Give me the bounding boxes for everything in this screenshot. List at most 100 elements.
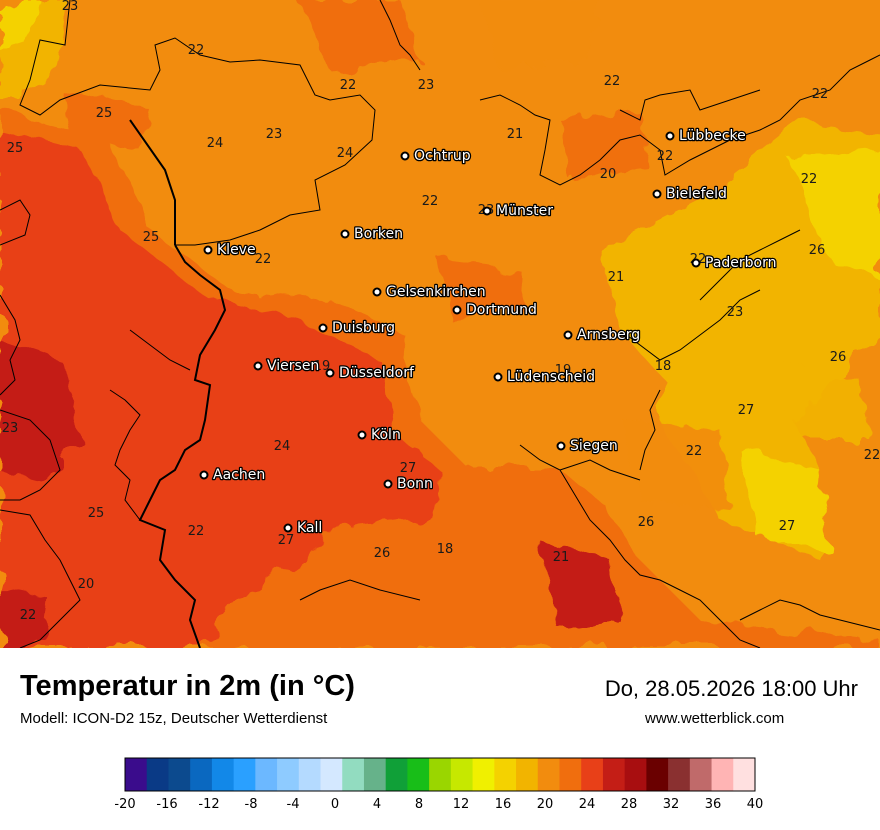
city-name: Ochtrup [414,148,471,164]
temperature-value: 25 [96,106,113,121]
city-marker: Bielefeld [652,185,728,203]
temperature-value: 21 [553,550,570,565]
color-legend-tick-label: -20 [114,797,135,812]
city-dot [482,206,492,216]
city-marker: Dortmund [452,301,538,319]
city-dot [318,323,328,333]
city-marker: Gelsenkirchen [372,283,487,301]
color-swatch [516,758,539,791]
color-legend-tick-label: 40 [747,797,764,812]
color-legend-tick-label: 28 [621,797,638,812]
color-legend-tick-label: -8 [245,797,258,812]
forecast-datetime: Do, 28.05.2026 18:00 Uhr [604,676,858,701]
temperature-value: 20 [78,577,95,592]
city-name: Gelsenkirchen [386,284,486,300]
color-swatch [125,758,148,791]
temperature-value: 25 [143,230,160,245]
city-dot [325,368,335,378]
temperature-value: 22 [604,74,621,89]
temperature-value: 26 [809,243,826,258]
city-marker: Lüdenscheid [493,368,596,386]
city-marker: Paderborn [691,254,778,272]
color-legend-tick-label: -16 [156,797,177,812]
temperature-value: 18 [437,542,454,557]
temperature-value: 19 [555,363,572,378]
temperature-value: 19 [314,359,331,374]
city-name: Paderborn [705,255,776,271]
temperature-value: 24 [274,439,291,454]
city-name: Aachen [213,467,265,483]
city-dot [357,430,367,440]
color-legend-tick-label: 0 [331,797,339,812]
country-border [129,119,227,648]
temperature-value: 24 [337,146,354,161]
temperature-field [0,0,880,648]
temperature-value: 20 [600,167,617,182]
color-legend-tick-label: 12 [453,797,470,812]
city-dot [652,189,662,199]
temperature-value: 26 [830,350,847,365]
temperature-labels: 23 22 22 23 22 25 23 24 25 24 21 22 20 22 22 22 25 23 22 22… [2,0,880,623]
city-name: Borken [354,226,403,242]
color-swatch [429,758,452,791]
city-name: Lübbecke [679,128,746,144]
color-swatch [255,758,278,791]
color-legend-tick-label: 8 [415,797,423,812]
city-name: Münster [496,203,553,219]
color-legend-frame [124,757,756,792]
color-swatch [624,758,647,791]
city-marker: Ochtrup [400,147,472,165]
color-swatch [602,758,626,791]
city-dot [691,258,701,268]
city-name: Kall [297,520,322,536]
city-dot [493,372,503,382]
city-name: Düsseldorf [339,365,415,381]
city-marker: Kall [283,519,324,537]
city-dot [665,131,675,141]
city-marker: Arnsberg [563,326,641,344]
temperature-value: 22 [812,87,829,102]
temperature-value: 26 [374,546,391,561]
temperature-value: 27 [779,519,796,534]
temperature-value: 27 [738,403,755,418]
temperature-value: 23 [418,78,435,93]
color-swatch [146,758,169,791]
temperature-value: 22 [188,43,205,58]
city-dot [400,151,410,161]
temperature-map: 23 22 22 23 22 25 23 24 25 24 21 22 20 22 22 22 25 23 22 22… [0,0,880,648]
temperature-value: 22 [422,194,439,209]
website-link[interactable]: www.wetterblick.com [645,710,785,727]
city-marker: Bonn [383,475,434,493]
color-swatch [298,758,322,791]
color-swatch [472,758,495,791]
color-legend-swatches [125,758,756,791]
city-name: Bonn [397,476,433,492]
color-legend-tick-label: -4 [287,797,300,812]
color-legend-ticks: -20 -16 -12 -8 -4 0 4 8 12 16 20 24 28 32 36 40 [114,797,763,812]
temperature-value: 23 [266,127,283,142]
temperature-value: 22 [255,252,272,267]
color-swatch [342,758,365,791]
city-name: Köln [371,427,401,443]
temperature-value: 22 [686,444,703,459]
city-marker: Viersen [253,357,321,375]
temperature-value: 21 [507,127,524,142]
city-name: Dortmund [466,302,537,318]
color-legend-tick-label: 24 [579,797,596,812]
city-dot [340,229,350,239]
color-swatch [559,758,582,791]
city-marker: Siegen [556,437,619,455]
color-swatch [320,758,343,791]
color-swatch [646,758,669,791]
city-markers: Lübbecke Ochtrup Bielefeld Münster Kleve Bork… [199,127,778,537]
city-dot [283,523,293,533]
city-name: Bielefeld [666,186,727,202]
color-swatch [168,758,191,791]
temperature-value: 21 [608,270,625,285]
color-swatch [581,758,604,791]
city-name: Viersen [267,358,319,374]
city-name: Kleve [217,242,256,258]
city-marker: Borken [340,225,404,243]
city-dot [203,245,213,255]
color-swatch [407,758,430,791]
